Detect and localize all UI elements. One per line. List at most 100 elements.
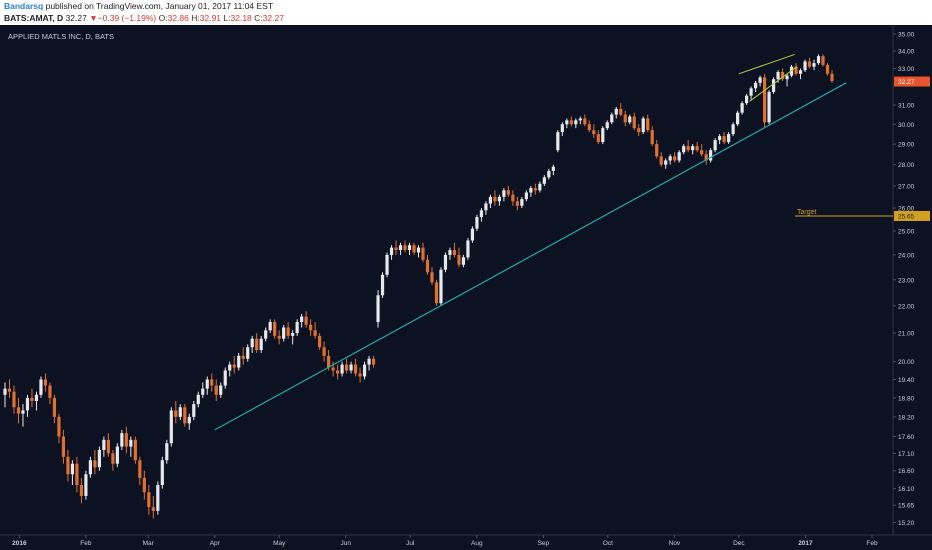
candle-body <box>394 247 398 251</box>
close-label: C: <box>254 13 263 23</box>
candle-body <box>246 347 250 359</box>
candle-body <box>273 322 277 336</box>
price-axis[interactable]: 35.00 34.00 33.00 31.00 30.00 29.00 28.00 27.00… <box>893 31 930 527</box>
candle-body <box>771 79 776 92</box>
candle-body <box>731 124 735 135</box>
candle-body <box>673 156 677 161</box>
candle-body <box>367 358 371 365</box>
candle-body <box>610 114 614 123</box>
y-tick-label: 24.00 <box>898 252 915 259</box>
candle-body <box>138 460 142 478</box>
x-tick-label: Apr <box>210 540 221 547</box>
candle-body <box>214 385 218 395</box>
candle-body <box>574 120 578 125</box>
candle-body <box>425 259 430 273</box>
candle-body <box>120 433 124 447</box>
drawings[interactable]: Target <box>214 53 893 431</box>
candle-body <box>237 355 241 368</box>
x-tick-label: Feb <box>866 540 878 547</box>
candle-body <box>628 116 632 123</box>
candle-body <box>259 338 263 351</box>
y-tick-label: 15.65 <box>898 503 915 510</box>
candle-body <box>821 56 825 65</box>
candle-body <box>165 443 169 461</box>
y-tick-label: 16.10 <box>898 486 915 493</box>
candle-body <box>830 73 834 82</box>
candle-body <box>385 254 389 275</box>
y-tick-label: 25.00 <box>898 228 915 235</box>
candle-body <box>457 254 461 265</box>
candle-body <box>250 338 254 348</box>
candle-body <box>43 379 48 386</box>
candle-body <box>749 88 753 96</box>
candle-body <box>88 460 92 475</box>
candle-body <box>7 388 12 392</box>
candle-body <box>587 124 591 131</box>
candle-body <box>66 456 70 475</box>
candle-body <box>331 367 335 371</box>
trendline[interactable] <box>214 82 847 431</box>
wedge-upper-line[interactable] <box>738 53 795 75</box>
candle-body <box>255 338 259 351</box>
candle-body <box>578 118 582 121</box>
y-tick-label: 18.80 <box>898 395 915 402</box>
candle-body <box>533 188 537 191</box>
publish-header: Bandarsq published on TradingView.com, J… <box>0 0 932 25</box>
candle-body <box>677 152 681 161</box>
candle-body <box>565 120 569 125</box>
candle-body <box>511 194 515 202</box>
candle-body <box>655 144 659 157</box>
author-link[interactable]: Bandarsq <box>4 1 44 11</box>
candle-body <box>484 203 488 211</box>
candle-body <box>569 120 573 125</box>
candle-body <box>497 196 502 202</box>
y-tick-label: 31.00 <box>898 103 915 110</box>
candle-body <box>592 130 596 135</box>
candle-body <box>34 394 39 401</box>
candle-body <box>223 370 227 386</box>
candle-body <box>205 379 209 389</box>
low-label: L: <box>223 13 231 23</box>
candle-body <box>713 140 717 151</box>
y-tick-label: 30.00 <box>898 122 915 129</box>
candle-body <box>745 95 749 104</box>
y-tick-label: 33.00 <box>898 66 915 73</box>
candle-body <box>434 282 439 304</box>
candle-body <box>794 66 798 74</box>
candle-body <box>753 82 758 89</box>
y-tick-label: 29.00 <box>898 142 915 149</box>
candle-body <box>736 112 740 125</box>
candle-body <box>371 358 376 365</box>
candle-body <box>398 245 403 251</box>
y-tick-label: 28.00 <box>898 162 915 169</box>
candle-body <box>637 128 641 133</box>
price-chart[interactable]: Target 35.00 34.00 33.00 31.00 30.00 29.00 28.… <box>0 25 932 550</box>
candle-body <box>286 327 290 336</box>
y-tick-label: 27.00 <box>898 183 915 190</box>
candle-body <box>133 439 137 461</box>
candle-body <box>807 61 812 67</box>
candle-body <box>376 295 380 323</box>
candle-body <box>470 228 475 241</box>
target-label: Target <box>797 209 817 216</box>
chart-title: APPLIED MATLS INC, D, BATS <box>8 32 114 41</box>
candle-body <box>304 316 308 325</box>
candle-body <box>709 150 713 161</box>
time-axis[interactable]: 2016 Feb Mar Apr May Jun Jul Aug Sep Oct Nov Dec 201… <box>12 535 878 547</box>
candle-body <box>780 72 785 80</box>
x-tick-label: Aug <box>471 540 483 547</box>
y-tick-label: 17.10 <box>898 451 915 458</box>
candle-body <box>502 190 506 197</box>
y-tick-label: 16.60 <box>898 468 915 475</box>
x-tick-label: 2016 <box>12 540 27 547</box>
candle-body <box>12 391 16 408</box>
candle-body <box>758 77 762 83</box>
candle-body <box>506 190 510 195</box>
candle-body <box>430 272 434 283</box>
x-tick-label: Feb <box>80 540 92 547</box>
target-price-badge <box>894 210 930 221</box>
wedge-lower-line[interactable] <box>749 66 798 102</box>
candle-body <box>646 118 650 131</box>
high-value: 32.91 <box>199 13 222 23</box>
candle-body <box>776 72 780 80</box>
